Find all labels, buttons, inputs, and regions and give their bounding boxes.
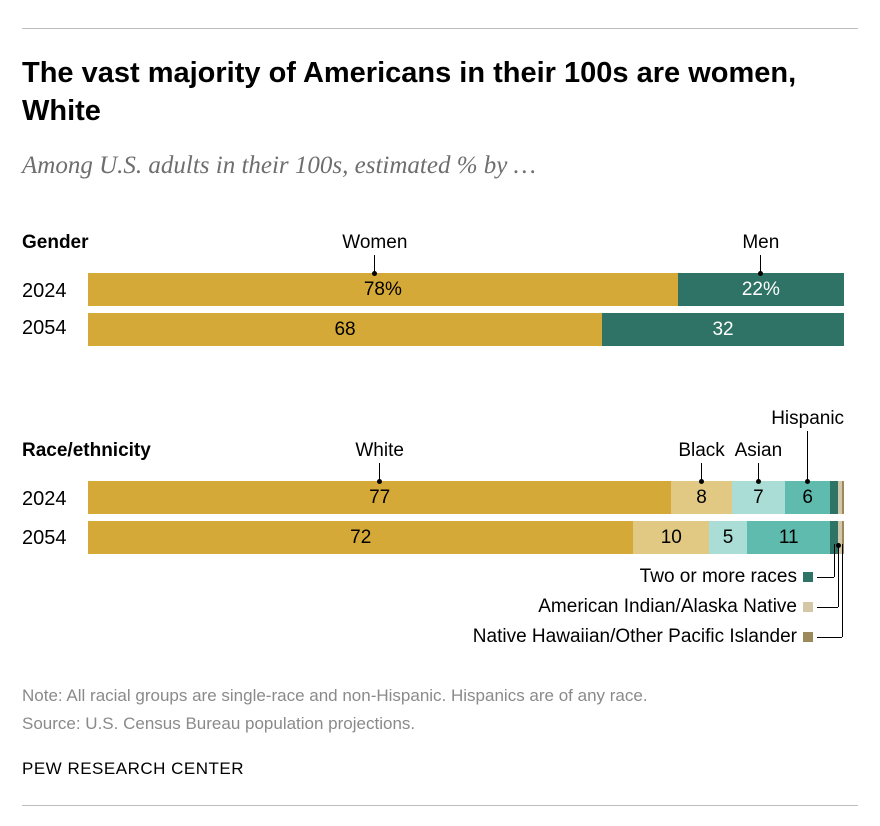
- gender-section-label: Gender: [22, 232, 89, 253]
- legend-item-two-or-more-races: Two or more races: [639, 566, 797, 587]
- year-label: 2054: [22, 317, 67, 339]
- brand-name: PEW RESEARCH CENTER: [22, 759, 245, 778]
- race-bar-2024: 77 8 7 6: [88, 481, 844, 514]
- legend-connector-american-indian-alaska-native: [838, 544, 839, 607]
- black-leader-line: [701, 463, 703, 481]
- gender-segment-women: 68: [88, 313, 603, 346]
- hispanic-leader-line: [807, 431, 809, 481]
- legend-swatch-native-hawaiian-other-pacific-islander: [803, 632, 813, 642]
- race-segment-american-indian-alaska-native: [837, 521, 842, 554]
- legend-swatch-american-indian-alaska-native: [803, 602, 813, 612]
- chart-note: Note: All racial groups are single-race …: [22, 686, 648, 705]
- men-label: Men: [742, 232, 780, 253]
- race-segment-white: 72: [88, 521, 634, 554]
- gender-bar-2024: 78% 22%: [88, 273, 844, 306]
- year-label: 2024: [22, 280, 67, 302]
- legend-connector-dot: [836, 543, 841, 548]
- chart-source: Source: U.S. Census Bureau population pr…: [22, 714, 416, 733]
- asian-label: Asian: [734, 440, 783, 461]
- white-label: White: [355, 440, 404, 461]
- gender-segment-men: 22%: [677, 273, 844, 306]
- race-segment-american-indian-alaska-native: [837, 481, 842, 514]
- gender-bar-2054: 68 32: [88, 313, 844, 346]
- legend-swatch-two-or-more-races: [803, 572, 813, 582]
- hispanic-leader-dot: [805, 478, 811, 484]
- race-segment-two-or-more-races: [830, 481, 838, 514]
- white-leader-line: [379, 463, 381, 481]
- race-segment-asian: 7: [731, 481, 785, 514]
- gender-segment-men: 32: [602, 313, 844, 346]
- women-label: Women: [342, 232, 408, 253]
- white-leader-dot: [377, 478, 383, 484]
- asian-leader-dot: [755, 478, 761, 484]
- women-leader-line: [374, 255, 376, 273]
- black-label: Black: [678, 440, 725, 461]
- legend-connector-native-hawaiian-other-pacific-islander: [817, 637, 842, 638]
- legend-connector-two-or-more-races: [817, 577, 834, 578]
- legend-connector-american-indian-alaska-native: [817, 607, 838, 608]
- race-segment-hispanic: 11: [747, 521, 831, 554]
- race-section-label: Race/ethnicity: [22, 440, 151, 461]
- asian-leader-line: [757, 463, 759, 481]
- race-segment-native-hawaiian-other-pacific-islander: [841, 521, 844, 554]
- race-segment-white: 77: [88, 481, 672, 514]
- gender-segment-women: 78%: [88, 273, 678, 306]
- race-segment-native-hawaiian-other-pacific-islander: [841, 481, 844, 514]
- legend-connector-two-or-more-races: [834, 544, 835, 577]
- bottom-rule: [22, 805, 858, 806]
- year-label: 2024: [22, 488, 67, 510]
- top-rule: [22, 28, 858, 29]
- men-leader-line: [760, 255, 762, 273]
- women-leader-dot: [372, 270, 378, 276]
- race-segment-black: 10: [633, 521, 710, 554]
- race-bar-2054: 72 10 5 11: [88, 521, 844, 554]
- hispanic-label: Hispanic: [771, 408, 845, 429]
- chart-title: The vast majority of Americans in their …: [22, 57, 797, 127]
- race-segment-asian: 5: [709, 521, 748, 554]
- chart-subtitle: Among U.S. adults in their 100s, estimat…: [22, 152, 536, 179]
- race-segment-black: 8: [671, 481, 732, 514]
- men-leader-dot: [758, 270, 764, 276]
- legend-connector-native-hawaiian-other-pacific-islander: [842, 544, 843, 637]
- legend-item-native-hawaiian-other-pacific-islander: Native Hawaiian/Other Pacific Islander: [472, 626, 797, 647]
- race-segment-hispanic: 6: [784, 481, 831, 514]
- year-label: 2054: [22, 527, 67, 549]
- race-segment-two-or-more-races: [830, 521, 838, 554]
- legend-item-american-indian-alaska-native: American Indian/Alaska Native: [538, 596, 797, 617]
- black-leader-dot: [699, 478, 705, 484]
